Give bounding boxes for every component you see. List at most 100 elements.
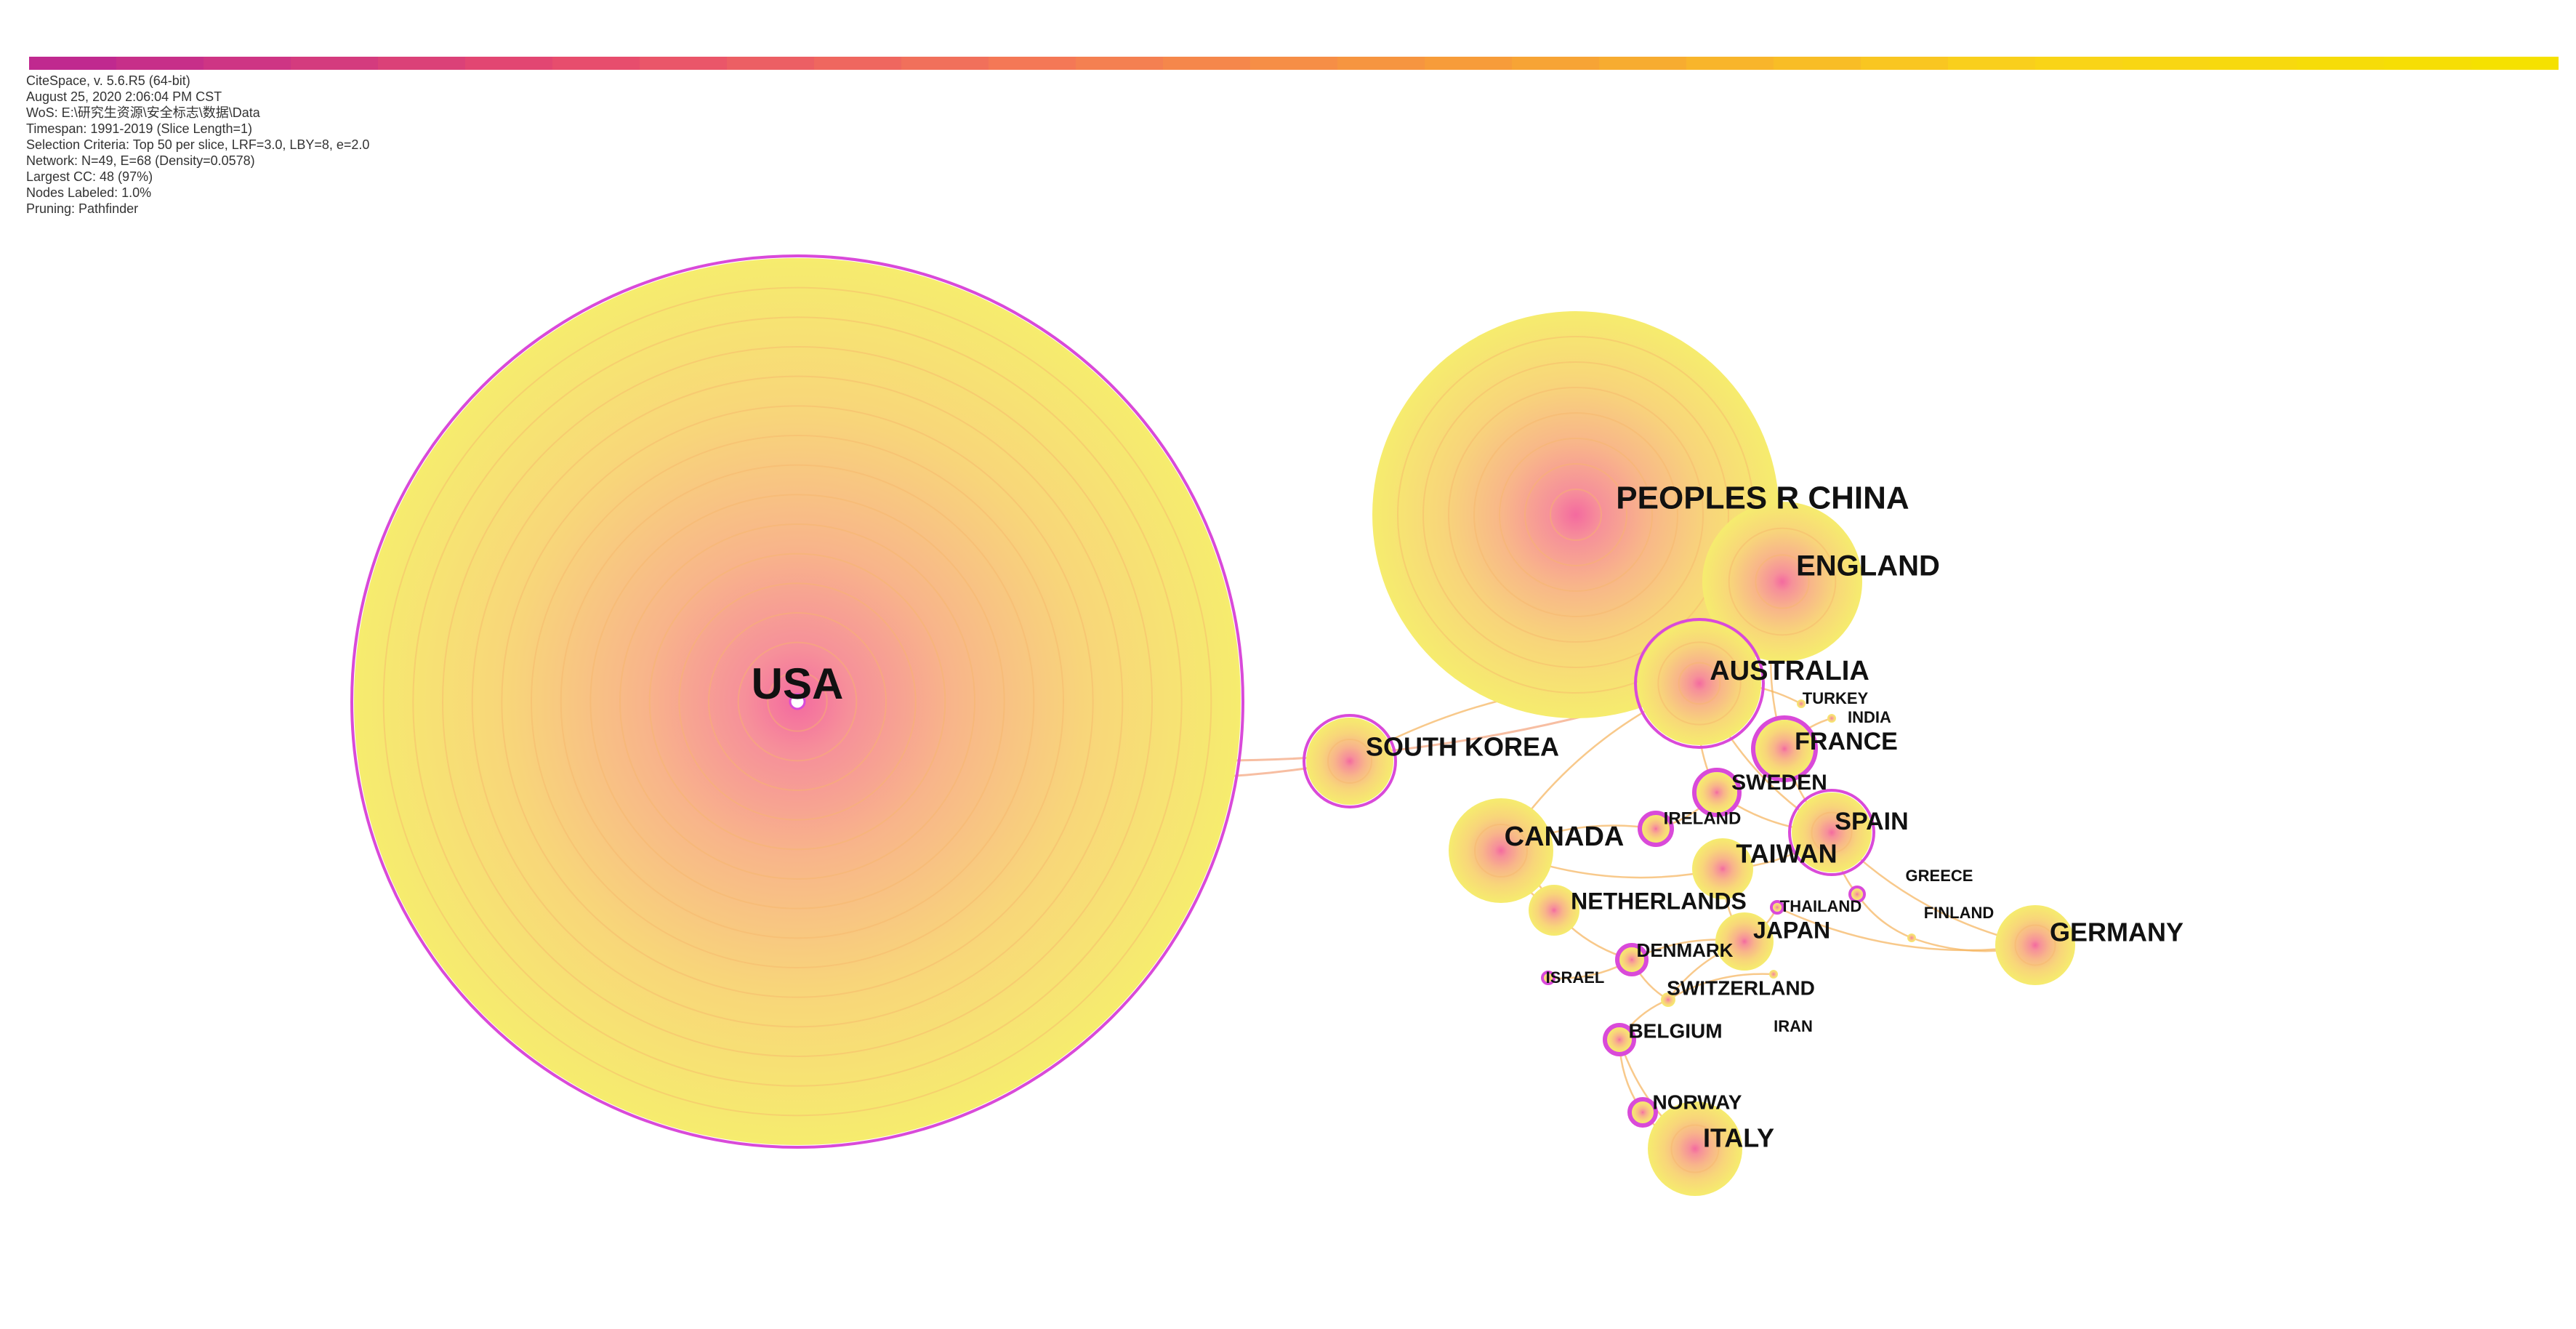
node-netherlands[interactable]: [1529, 885, 1579, 936]
node-usa[interactable]: [350, 254, 1244, 1149]
node-circle: [1715, 912, 1774, 971]
node-china[interactable]: [1372, 311, 1779, 718]
label-iran: IRAN: [1774, 1017, 1813, 1035]
centrality-ring: [1770, 900, 1784, 915]
timeline-segment: [814, 57, 902, 70]
centrality-ring: [1751, 715, 1818, 782]
node-tree-ring: [1524, 463, 1627, 566]
label-belgium: BELGIUM: [1628, 1019, 1722, 1042]
node-tree-ring: [1550, 489, 1602, 541]
timeline-segment: [1425, 57, 1513, 70]
node-circle: [1306, 718, 1393, 805]
node-circle: [1995, 905, 2075, 985]
timeline-segment: [1686, 57, 1774, 70]
centrality-ring: [1848, 886, 1866, 903]
node-circle: [1851, 888, 1863, 900]
node-iran[interactable]: [1769, 970, 1778, 979]
node-circle: [1631, 1101, 1654, 1124]
labels-layer: USA PEOPLES R CHINA ENGLAND AUSTRALIA SOUTH …: [752, 481, 2183, 1153]
node-ireland[interactable]: [1638, 811, 1674, 847]
timeline-segment: [1250, 57, 1338, 70]
timeline-segment: [465, 57, 553, 70]
node-spain[interactable]: [1788, 789, 1875, 876]
timeline-segment: [29, 57, 117, 70]
label-switzerland: SWITZERLAND: [1667, 976, 1815, 999]
timeline-segment: [1163, 57, 1251, 70]
node-japan[interactable]: [1715, 912, 1774, 971]
label-south-korea: SOUTH KOREA: [1366, 732, 1559, 762]
node-germany[interactable]: [1995, 905, 2075, 985]
node-thailand[interactable]: [1770, 900, 1784, 915]
node-india[interactable]: [1827, 714, 1836, 723]
node-tree-ring: [560, 464, 1035, 939]
node-denmark[interactable]: [1615, 943, 1649, 976]
metadata-line: Selection Criteria: Top 50 per slice, LR…: [26, 137, 370, 152]
node-england[interactable]: [1702, 502, 1862, 662]
centrality-ring: [1634, 618, 1765, 749]
timeline-segment: [727, 57, 815, 70]
node-turkey[interactable]: [1797, 699, 1806, 708]
timeline-color-bar: [29, 57, 2559, 70]
node-tree-ring: [1473, 412, 1678, 617]
label-thailand: THAILAND: [1780, 897, 1861, 915]
timeline-segment: [640, 57, 728, 70]
timeline-segment: [1599, 57, 1687, 70]
node-circle: [1797, 699, 1806, 708]
nodes-layer: [350, 254, 2075, 1196]
node-italy[interactable]: [1648, 1101, 1742, 1196]
node-tree-ring: [678, 582, 917, 821]
node-tree-ring: [1448, 387, 1704, 643]
label-australia: AUSTRALIA: [1710, 656, 1869, 686]
node-switzerland[interactable]: [1661, 992, 1675, 1007]
metadata-line: Timespan: 1991-2019 (Slice Length=1): [26, 121, 253, 136]
centrality-ring: [1303, 714, 1397, 808]
node-circle: [1702, 502, 1862, 662]
metadata-panel: CiteSpace, v. 5.6.R5 (64-bit) August 25, …: [26, 73, 369, 217]
node-norway[interactable]: [1627, 1097, 1658, 1128]
timeline-segment: [2384, 57, 2472, 70]
centrality-ring: [1603, 1023, 1636, 1056]
node-tree-ring: [1422, 361, 1729, 668]
node-israel[interactable]: [1541, 971, 1555, 985]
label-finland: FINLAND: [1924, 904, 1995, 922]
metadata-line: Pruning: Pathfinder: [26, 201, 139, 216]
node-circle: [1692, 838, 1753, 899]
centrality-ring: [1541, 971, 1555, 985]
label-spain: SPAIN: [1835, 808, 1908, 835]
node-circle: [1529, 885, 1579, 936]
node-tree-ring: [2014, 924, 2056, 966]
node-belgium[interactable]: [1603, 1023, 1636, 1056]
node-tree-ring: [1755, 554, 1810, 609]
node-taiwan[interactable]: [1692, 838, 1753, 899]
timeline-segment: [552, 57, 640, 70]
label-sweden: SWEDEN: [1731, 771, 1827, 795]
node-circle: [1773, 903, 1782, 912]
metadata-line: August 25, 2020 2:06:04 PM CST: [26, 89, 222, 104]
timeline-segment: [1948, 57, 2036, 70]
node-tree-ring: [648, 553, 946, 851]
node-canada[interactable]: [1449, 798, 1553, 903]
label-turkey: TURKEY: [1803, 689, 1869, 707]
centrality-ring: [1692, 768, 1742, 817]
node-circle: [1769, 970, 1778, 979]
node-circle: [1696, 772, 1737, 813]
node-finland[interactable]: [1907, 933, 1916, 942]
timeline-segment: [291, 57, 379, 70]
node-south-korea[interactable]: [1303, 714, 1397, 808]
node-tree-ring: [619, 523, 975, 880]
node-australia[interactable]: [1634, 618, 1765, 749]
node-france[interactable]: [1751, 715, 1818, 782]
timeline-segment: [2210, 57, 2298, 70]
label-italy: ITALY: [1703, 1123, 1774, 1153]
timeline-segment: [1076, 57, 1164, 70]
timeline-segment: [378, 57, 466, 70]
node-greece[interactable]: [1848, 886, 1866, 903]
link-iran-switzerland: [1667, 973, 1774, 1001]
timeline-segment: [2297, 57, 2385, 70]
label-germany: GERMANY: [2050, 918, 2183, 947]
node-circle: [1827, 714, 1836, 723]
node-tree-ring: [412, 316, 1183, 1087]
node-sweden[interactable]: [1692, 768, 1742, 817]
label-canada: CANADA: [1505, 822, 1625, 852]
